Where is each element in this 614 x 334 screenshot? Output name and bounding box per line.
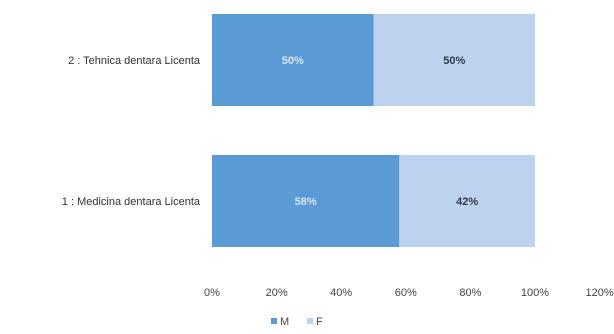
data-label: 50%	[443, 55, 465, 67]
bar-f	[373, 14, 535, 106]
data-label: 42%	[456, 196, 478, 208]
x-tick-label: 100%	[521, 287, 549, 299]
bar-f	[399, 155, 535, 247]
bars	[212, 14, 535, 247]
x-tick-label: 20%	[266, 287, 288, 299]
x-tick-label: 80%	[459, 287, 481, 299]
data-label: 50%	[282, 55, 304, 67]
legend-swatch-f	[307, 318, 313, 324]
legend-label-m: M	[280, 316, 289, 328]
x-tick-label: 40%	[330, 287, 352, 299]
category-labels: 2 : Tehnica dentara Licenta 1 : Medicina …	[62, 55, 201, 208]
category-label: 1 : Medicina dentara Licenta	[62, 196, 201, 208]
legend-swatch-m	[271, 318, 277, 324]
bar-m	[212, 155, 400, 247]
x-tick-label: 0%	[204, 287, 220, 299]
data-label: 58%	[295, 196, 317, 208]
x-tick-label: 120%	[586, 287, 614, 299]
x-axis-ticks: 0% 20% 40% 60% 80% 100% 120%	[204, 287, 614, 299]
bar-m	[212, 14, 374, 106]
category-label: 2 : Tehnica dentara Licenta	[68, 55, 201, 67]
x-tick-label: 60%	[395, 287, 417, 299]
legend-label-f: F	[316, 316, 323, 328]
data-labels: 50% 50% 58% 42%	[282, 55, 479, 208]
